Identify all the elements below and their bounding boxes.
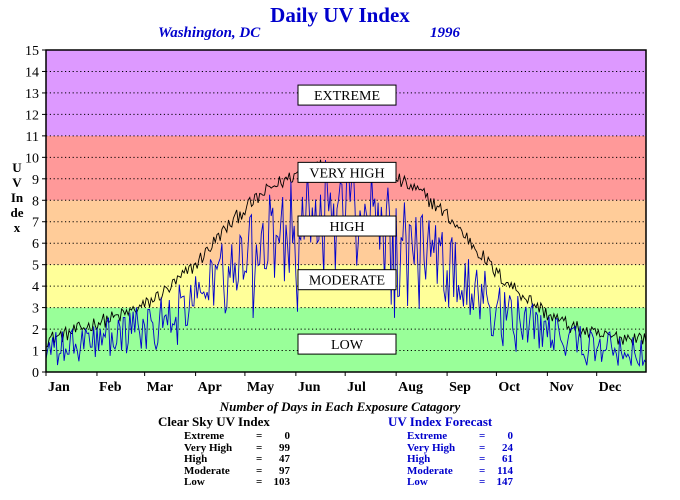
- forecast-category: Extreme: [407, 430, 448, 442]
- clear-sky-category: Moderate: [184, 464, 230, 477]
- forecast-equals: =: [479, 441, 486, 454]
- y-tick-label: 13: [25, 87, 39, 102]
- clear-sky-count: 103: [273, 476, 291, 488]
- clear-sky-category: High: [184, 453, 208, 465]
- band-label-very-high: VERY HIGH: [309, 166, 384, 181]
- forecast-summary-table: Extreme = 0 Very High = 24 High = 61 Moderate = 114…: [407, 430, 514, 489]
- x-tick-label: Jun: [298, 380, 321, 395]
- chart-subtitle-year: 1996: [430, 25, 460, 41]
- forecast-count: 147: [496, 476, 514, 488]
- forecast-count: 61: [502, 453, 513, 465]
- chart-title: Daily UV Index: [270, 3, 410, 27]
- y-tick-label: 3: [32, 302, 39, 317]
- y-tick-label: 1: [32, 345, 39, 360]
- y-tick-label: 10: [25, 151, 39, 166]
- clear-sky-category: Low: [184, 476, 205, 488]
- forecast-count: 114: [497, 464, 513, 477]
- band-label-box-moderate: [297, 269, 397, 291]
- clear-sky-row-moderate: Moderate = 97: [184, 464, 290, 478]
- clear-sky-summary-title: Clear Sky UV Index: [158, 414, 270, 429]
- clear-sky-equals: =: [256, 453, 263, 465]
- y-tick-label: 6: [32, 237, 39, 252]
- clear-sky-row-extreme: Extreme = 0: [184, 430, 291, 443]
- plot-frame: [45, 49, 647, 373]
- forecast-equals: =: [479, 453, 486, 465]
- series-line-forecast: [45, 159, 647, 367]
- forecast-equals: =: [479, 476, 486, 488]
- clear-sky-category: Very High: [184, 441, 233, 454]
- y-tick-label: 8: [32, 194, 39, 209]
- forecast-category: High: [407, 453, 431, 465]
- y-tick-label: 2: [32, 323, 39, 338]
- band-label-box-extreme: [297, 84, 397, 106]
- forecast-equals: =: [479, 430, 486, 442]
- y-tick-label: 15: [25, 44, 39, 59]
- clear-sky-count: 99: [279, 441, 290, 454]
- forecast-row-very-high: Very High = 24: [407, 441, 513, 455]
- forecast-summary: UV Index Forecast Extreme = 0 Very High = 24 H…: [388, 414, 513, 489]
- x-tick-label: Nov: [549, 380, 573, 395]
- x-tick-label: Mar: [147, 380, 173, 395]
- clear-sky-count: 47: [279, 453, 290, 465]
- clear-sky-count: 0: [284, 430, 291, 442]
- y-tick-label: 14: [25, 65, 39, 80]
- forecast-count: 0: [507, 430, 514, 442]
- summary-title: Number of Days in Each Exposure Catagory: [219, 399, 461, 414]
- clear-sky-count: 97: [279, 464, 290, 477]
- x-tick-label: Feb: [99, 380, 122, 395]
- band-labels: LOW MODERATE HIGH VERY HIGH EXTREME: [297, 84, 397, 355]
- clear-sky-equals: =: [256, 476, 263, 488]
- x-tick-label: Sep: [449, 380, 471, 395]
- band-label-box-high: [297, 215, 397, 237]
- x-axis-ticks: Jan Feb Mar Apr May Jun Jul Aug Sep Oct Nov Dec: [45, 372, 622, 395]
- forecast-equals: =: [479, 464, 486, 477]
- band-label-extreme: EXTREME: [314, 89, 380, 104]
- y-tick-label: 7: [32, 216, 39, 231]
- chart-subtitle-location: Washington, DC: [158, 25, 261, 41]
- y-tick-label: 12: [25, 108, 39, 123]
- x-tick-label: Dec: [599, 380, 622, 395]
- forecast-row-high: High = 61: [407, 453, 513, 466]
- clear-sky-summary: Clear Sky UV Index Extreme = 0 Very High = 99…: [158, 414, 290, 489]
- clear-sky-equals: =: [256, 464, 263, 477]
- x-tick-label: Aug: [398, 380, 423, 395]
- forecast-row-low: Low = 147: [407, 476, 514, 489]
- forecast-row-extreme: Extreme = 0: [407, 430, 514, 443]
- forecast-category: Low: [407, 476, 428, 488]
- forecast-row-moderate: Moderate = 114: [407, 464, 513, 478]
- band-label-high: HIGH: [330, 220, 365, 235]
- y-tick-label: 0: [32, 366, 39, 381]
- horizontal-gridlines: [46, 70, 646, 352]
- x-tick-label: May: [247, 380, 274, 395]
- forecast-count: 24: [502, 441, 513, 454]
- y-axis-label: UV Index: [10, 160, 24, 235]
- clear-sky-row-high: High = 47: [184, 453, 290, 466]
- x-tick-label: Apr: [198, 380, 222, 395]
- x-tick-label: Jan: [48, 380, 70, 395]
- band-label-box-low: [297, 333, 397, 355]
- y-tick-label: 9: [32, 173, 39, 188]
- band-label-moderate: MODERATE: [309, 274, 385, 289]
- clear-sky-category: Extreme: [184, 430, 225, 442]
- clear-sky-row-low: Low = 103: [184, 476, 291, 489]
- x-tick-label: Jul: [347, 380, 366, 395]
- y-tick-label: 11: [26, 130, 39, 145]
- clear-sky-summary-table: Extreme = 0 Very High = 99 High = 47 Moderate = 97 L…: [184, 430, 291, 489]
- forecast-category: Moderate: [407, 464, 453, 477]
- clear-sky-equals: =: [256, 441, 263, 454]
- y-tick-label: 4: [32, 280, 39, 295]
- band-label-low: LOW: [331, 338, 364, 353]
- x-tick-label: Oct: [498, 380, 520, 395]
- y-tick-label: 5: [32, 259, 39, 274]
- clear-sky-row-very-high: Very High = 99: [184, 441, 290, 455]
- band-label-box-very-high: [297, 161, 397, 183]
- forecast-summary-title: UV Index Forecast: [388, 414, 493, 429]
- forecast-category: Very High: [407, 441, 456, 454]
- clear-sky-equals: =: [256, 430, 263, 442]
